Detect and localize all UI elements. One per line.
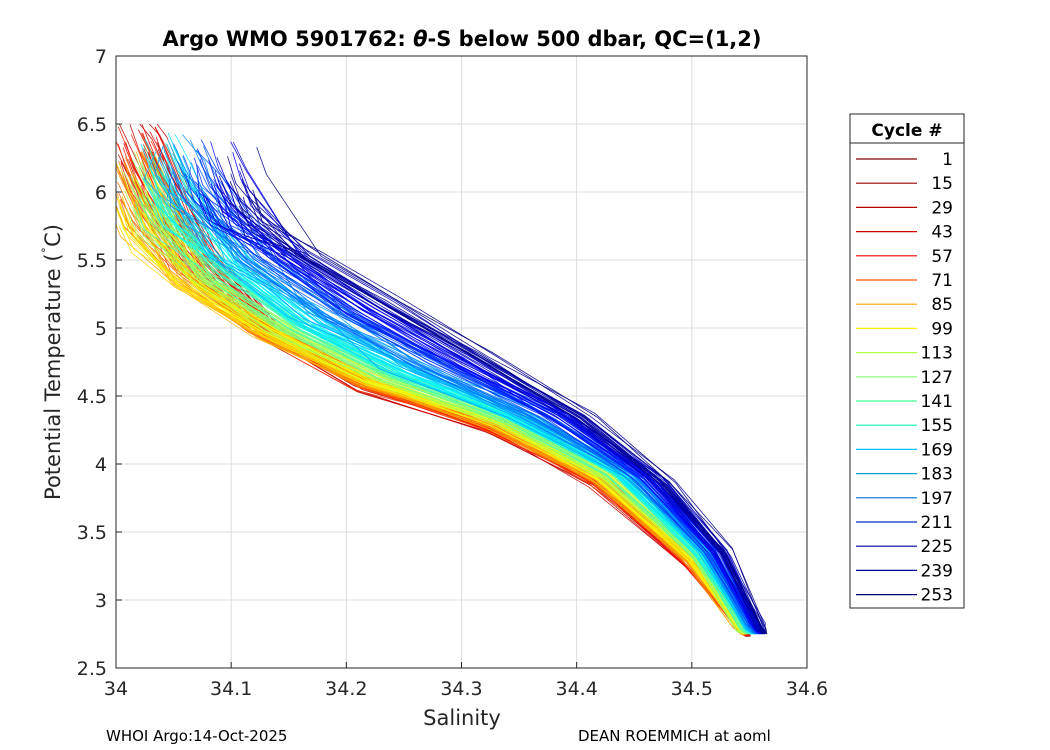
profile-line: [135, 202, 750, 635]
profile-line: [129, 184, 748, 635]
profile-line: [168, 178, 757, 635]
legend-label: 211: [921, 513, 953, 533]
legend-label: 169: [921, 440, 953, 460]
legend-label: 99: [931, 319, 953, 339]
profile-line: [123, 171, 746, 635]
y-tick-label: 6.5: [77, 114, 107, 136]
legend-label: 183: [921, 465, 953, 485]
y-tick-label: 7: [95, 46, 107, 68]
legend: Cycle # 1 15 29 43 57 71 85 99 113 127 141 155 169 18…: [849, 113, 965, 609]
legend-label: 225: [921, 537, 953, 557]
profile-line: [256, 146, 768, 635]
legend-label: 253: [921, 586, 953, 606]
y-axis-label: Potential Temperature (˚C): [41, 224, 66, 500]
legend-label: 43: [931, 223, 953, 243]
profile-line: [229, 181, 765, 635]
y-axis: 2.5 3 3.5 4 4.5 5 5.5 6 6.5 7: [77, 46, 122, 680]
profile-line: [126, 208, 747, 635]
y-tick-label: 5: [95, 318, 107, 340]
profile-line: [195, 191, 760, 635]
legend-box: [849, 113, 965, 609]
legend-label: 113: [921, 344, 953, 364]
footer-author: DEAN ROEMMICH at aoml: [578, 727, 771, 745]
y-tick-label: 2.5: [77, 658, 107, 680]
x-tick-label: 34.5: [671, 678, 713, 700]
legend-label: 29: [931, 198, 953, 218]
legend-label: 15: [931, 174, 953, 194]
legend-label: 141: [921, 392, 953, 412]
legend-label: 155: [921, 416, 953, 436]
x-axis: 34 34.1 34.2 34.3 34.4 34.5 34.6: [104, 662, 828, 700]
profiles-group: [116, 123, 768, 637]
profile-line: [116, 205, 743, 635]
legend-label: 85: [931, 295, 953, 315]
legend-label: 71: [931, 271, 953, 291]
profile-line: [182, 155, 758, 635]
profile-line: [198, 198, 761, 635]
profile-line: [153, 177, 753, 635]
x-tick-label: 34.2: [325, 678, 367, 700]
x-tick-label: 34.3: [440, 678, 482, 700]
y-tick-label: 3.5: [77, 522, 107, 544]
y-tick-label: 3: [95, 590, 107, 612]
legend-title: Cycle #: [871, 121, 942, 141]
legend-label: 239: [921, 561, 953, 581]
y-tick-label: 6: [95, 182, 107, 204]
profile-line: [140, 144, 752, 635]
x-tick-label: 34.4: [556, 678, 598, 700]
profile-line: [148, 155, 754, 635]
profile-line: [142, 178, 753, 635]
x-tick-label: 34.1: [210, 678, 252, 700]
x-tick-label: 34.6: [786, 678, 828, 700]
x-tick-label: 34: [104, 678, 128, 700]
profile-line: [217, 202, 763, 635]
chart-title: Argo WMO 5901762: θ-S below 500 dbar, QC…: [162, 27, 761, 51]
y-tick-label: 4: [95, 454, 107, 476]
footer-date: WHOI Argo:14-Oct-2025: [106, 727, 287, 745]
legend-label: 127: [921, 368, 953, 388]
profile-line: [252, 189, 767, 635]
y-tick-label: 5.5: [77, 250, 107, 272]
x-axis-label: Salinity: [423, 706, 501, 730]
y-tick-label: 4.5: [77, 386, 107, 408]
legend-label: 197: [921, 489, 953, 509]
legend-label: 1: [942, 150, 953, 170]
legend-label: 57: [931, 247, 953, 267]
profile-line: [230, 173, 765, 635]
profile-line: [177, 173, 757, 635]
profile-line: [214, 170, 763, 635]
